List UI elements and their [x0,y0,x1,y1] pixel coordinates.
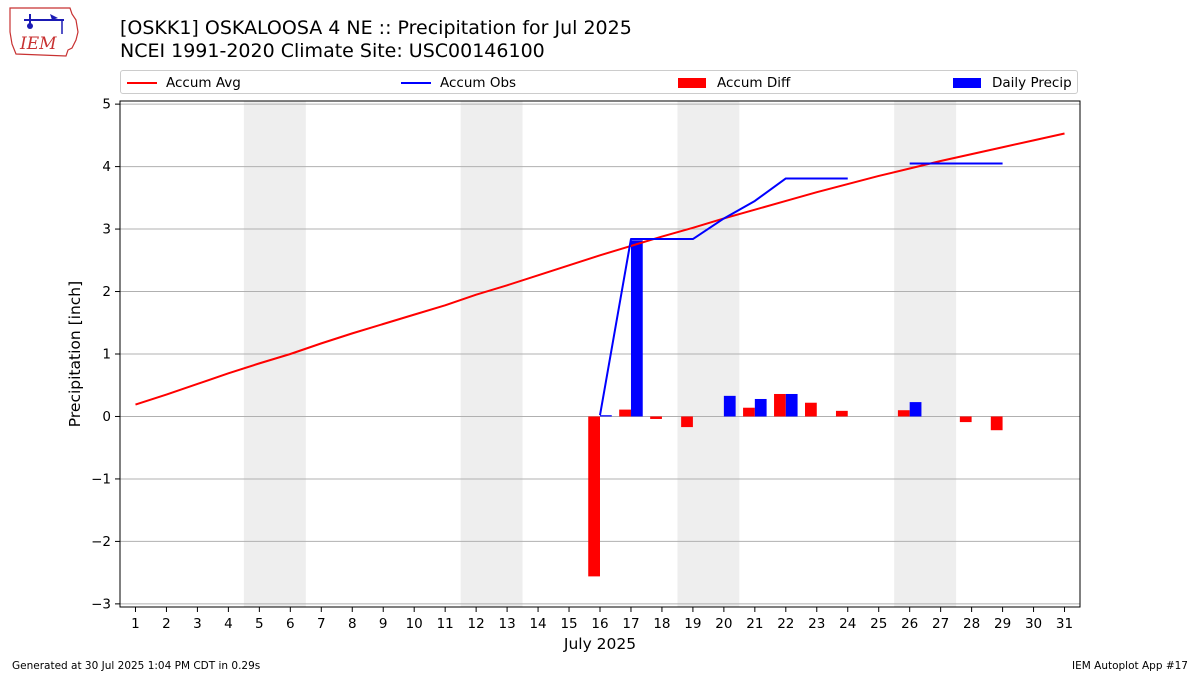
line-accum-obs-1 [599,177,848,416]
plot-area [120,101,1080,607]
x-tick-label-5: 6 [286,616,295,632]
x-tick-label-7: 8 [348,616,357,632]
x-tick-label-21: 22 [777,616,794,632]
y-axis-label: Precipitation [inch] [66,281,84,427]
y-tick-label-4: 1 [102,347,111,363]
x-tick-label-12: 13 [499,616,516,632]
legend-swatch-accum-diff [678,78,706,88]
bar-accum-diff-28 [959,416,972,423]
y-tick-label-7: 4 [102,159,111,175]
weekend-band-0 [243,101,306,607]
bar-accum-diff-16 [588,416,600,577]
y-tick-label-1: −2 [91,534,111,550]
x-tick-label-27: 28 [963,616,980,632]
x-tick-label-4: 5 [255,616,264,632]
legend-label-daily-precip: Daily Precip [992,75,1072,91]
y-tick-label-5: 2 [102,284,111,300]
x-tick-label-24: 25 [870,616,887,632]
x-tick-label-10: 11 [437,616,454,632]
bar-daily-precip-22 [785,393,798,417]
legend-item-daily-precip: Daily Precip [953,74,1072,92]
bar-accum-diff-24 [835,410,848,417]
x-axis-label: July 2025 [563,635,636,653]
x-tick-label-16: 17 [622,616,639,632]
legend-label-accum-avg: Accum Avg [166,75,241,91]
generated-note: Generated at 30 Jul 2025 1:04 PM CDT in … [12,660,261,672]
weekend-band-1 [460,101,523,607]
iem-logo: IEM [9,7,79,57]
x-tick-label-20: 21 [746,616,763,632]
bar-accum-diff-23 [805,402,817,417]
x-tick-label-25: 26 [901,616,918,632]
x-tick-label-23: 24 [839,616,856,632]
chart-subtitle: NCEI 1991-2020 Climate Site: USC00146100 [120,40,545,62]
bar-daily-precip-20 [723,395,736,417]
x-tick-label-28: 29 [994,616,1011,632]
x-tick-label-17: 18 [653,616,670,632]
y-tick-label-0: −3 [91,596,111,612]
bar-daily-precip-21 [754,398,767,417]
x-tick-label-30: 31 [1056,616,1073,632]
legend-swatch-accum-obs [401,82,431,84]
bar-accum-diff-26 [897,410,910,417]
x-tick-label-22: 23 [808,616,825,632]
x-tick-label-9: 10 [406,616,423,632]
x-tick-label-11: 12 [468,616,485,632]
weekend-band-2 [677,101,740,607]
y-tick-label-2: −1 [91,471,111,487]
legend-item-accum-diff: Accum Diff [678,74,790,92]
bar-accum-diff-21 [743,407,755,417]
app-note: IEM Autoplot App #17 [1072,660,1188,672]
weekend-band-3 [894,101,957,607]
x-tick-label-0: 1 [131,616,140,632]
plot-frame [119,100,1081,608]
x-tick-label-29: 30 [1025,616,1042,632]
x-tick-label-2: 3 [193,616,202,632]
y-tick-label-8: 5 [102,97,111,113]
x-tick-label-19: 20 [715,616,732,632]
x-tick-label-6: 7 [317,616,326,632]
x-tick-label-3: 4 [224,616,233,632]
x-tick-label-15: 16 [591,616,608,632]
bar-daily-precip-17 [630,240,643,417]
x-tick-label-13: 14 [529,616,546,632]
x-tick-label-14: 15 [560,616,577,632]
x-tick-label-26: 27 [932,616,949,632]
bar-accum-diff-29 [990,416,1003,431]
legend-label-accum-obs: Accum Obs [440,75,517,91]
x-tick-label-1: 2 [162,616,171,632]
bar-accum-diff-18 [650,416,662,419]
legend-swatch-daily-precip [953,78,981,88]
bar-accum-diff-19 [681,416,693,428]
legend: Accum Avg Accum Obs Accum Diff Daily Pre… [120,70,1078,94]
bar-daily-precip-26 [909,402,922,417]
legend-label-accum-diff: Accum Diff [717,75,791,91]
y-tick-label-3: 0 [102,409,111,425]
x-tick-label-18: 19 [684,616,701,632]
x-tick-label-8: 9 [379,616,388,632]
legend-item-accum-obs: Accum Obs [401,74,516,92]
y-tick-label-6: 3 [102,222,111,238]
chart-title: [OSKK1] OSKALOOSA 4 NE :: Precipitation … [120,17,632,39]
bar-daily-precip-16 [600,415,612,417]
bar-accum-diff-17 [619,409,631,417]
legend-swatch-accum-avg [127,82,157,84]
legend-item-accum-avg: Accum Avg [127,74,241,92]
bar-accum-diff-22 [774,393,786,417]
logo-text: IEM [19,34,57,54]
line-accum-avg-0 [135,132,1065,406]
